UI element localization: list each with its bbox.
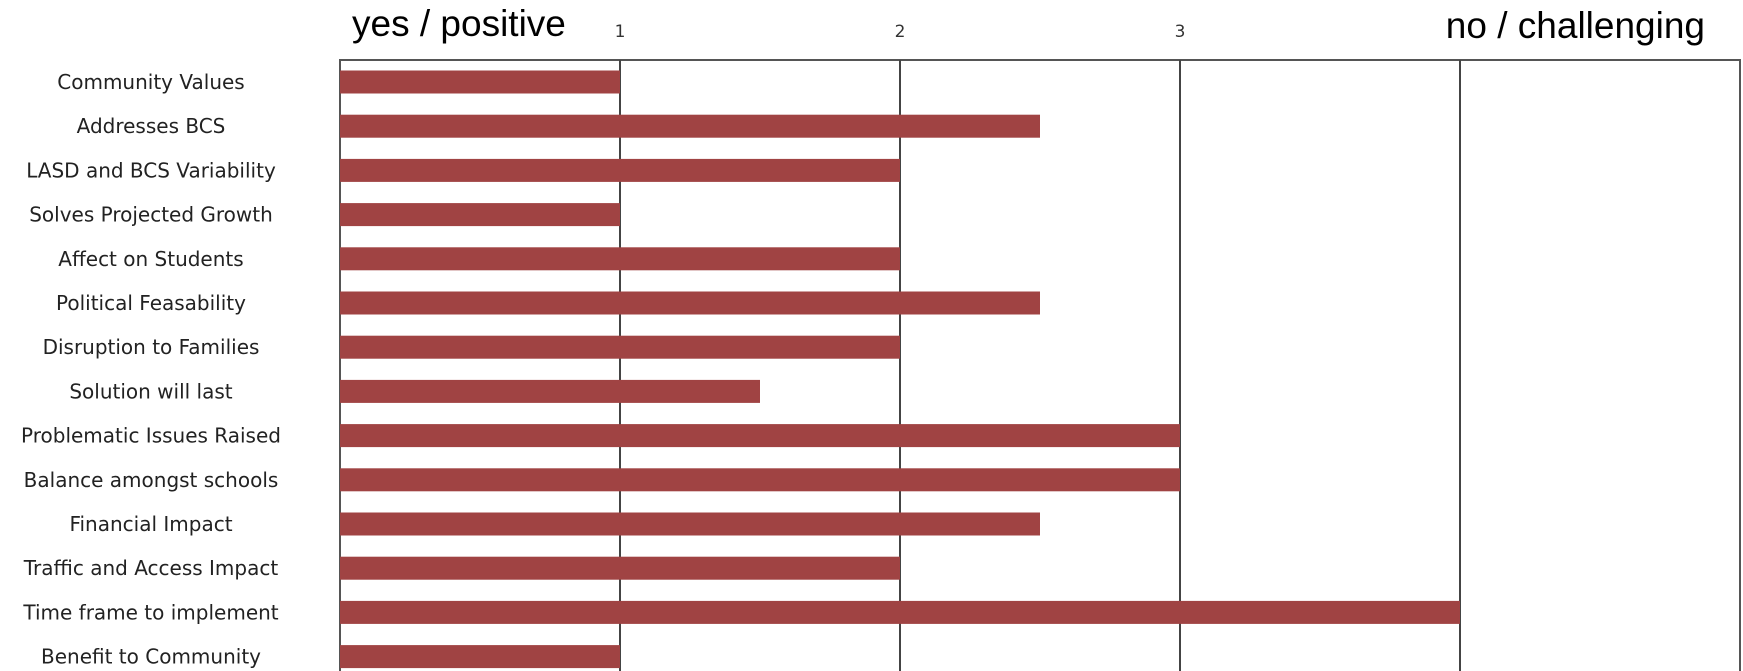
bar-time-frame-to-implement	[340, 600, 1460, 624]
category-labels: Community Values Addresses BCS LASD and BC…	[21, 70, 281, 669]
bar-solves-projected-growth	[340, 203, 620, 227]
bar-solution-will-last	[340, 379, 760, 403]
plot-frame-group	[339, 59, 1741, 671]
category-label: Balance amongst schools	[24, 468, 279, 492]
category-label: Time frame to implement	[22, 600, 278, 624]
category-label: Political Feasability	[56, 291, 246, 315]
category-label: LASD and BCS Variability	[26, 158, 276, 182]
category-label: Solution will last	[69, 379, 232, 403]
category-label: Benefit to Community	[41, 645, 261, 669]
category-label: Addresses BCS	[77, 114, 226, 138]
bar-financial-impact	[340, 512, 1040, 536]
bar-community-values	[340, 70, 620, 94]
bar-benefit-to-community	[340, 645, 620, 669]
category-label: Solves Projected Growth	[29, 203, 273, 227]
bar-traffic-and-access-impact	[340, 556, 900, 580]
bar-lasd-and-bcs-variability	[340, 158, 900, 182]
tick-labels: 1 2 3	[615, 22, 1186, 42]
category-label: Financial Impact	[69, 512, 232, 536]
bar-disruption-to-families	[340, 335, 900, 359]
tick-label-3: 3	[1175, 22, 1186, 42]
bar-addresses-bcs	[340, 114, 1040, 138]
tick-label-1: 1	[615, 22, 626, 42]
category-label: Affect on Students	[58, 247, 243, 271]
tick-label-2: 2	[895, 22, 906, 42]
category-label: Problematic Issues Raised	[21, 424, 281, 448]
bar-balance-amongst-schools	[340, 468, 1180, 492]
bar-political-feasability	[340, 291, 1040, 315]
category-label: Disruption to Families	[43, 335, 260, 359]
plot-frame	[339, 59, 1741, 671]
right-end-label: no / challenging	[1446, 5, 1705, 46]
category-label: Community Values	[57, 70, 244, 94]
left-end-label: yes / positive	[352, 3, 566, 44]
bar-problematic-issues-raised	[340, 424, 1180, 448]
bar-affect-on-students	[340, 247, 900, 271]
category-label: Traffic and Access Impact	[23, 556, 279, 580]
bars	[340, 70, 1460, 669]
